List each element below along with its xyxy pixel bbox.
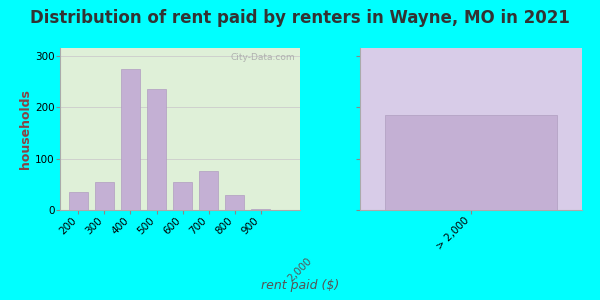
Bar	[226, 195, 244, 210]
Bar	[251, 209, 270, 210]
Text: 2,000: 2,000	[286, 255, 314, 283]
Bar	[147, 89, 166, 210]
Text: rent paid ($): rent paid ($)	[261, 278, 339, 292]
Bar	[121, 69, 140, 210]
Text: Distribution of rent paid by renters in Wayne, MO in 2021: Distribution of rent paid by renters in …	[30, 9, 570, 27]
Bar	[69, 192, 88, 210]
Bar	[385, 115, 557, 210]
Bar	[199, 171, 218, 210]
Bar	[173, 182, 192, 210]
Y-axis label: households: households	[19, 89, 32, 169]
Text: City-Data.com: City-Data.com	[230, 53, 295, 62]
Bar	[95, 182, 114, 210]
